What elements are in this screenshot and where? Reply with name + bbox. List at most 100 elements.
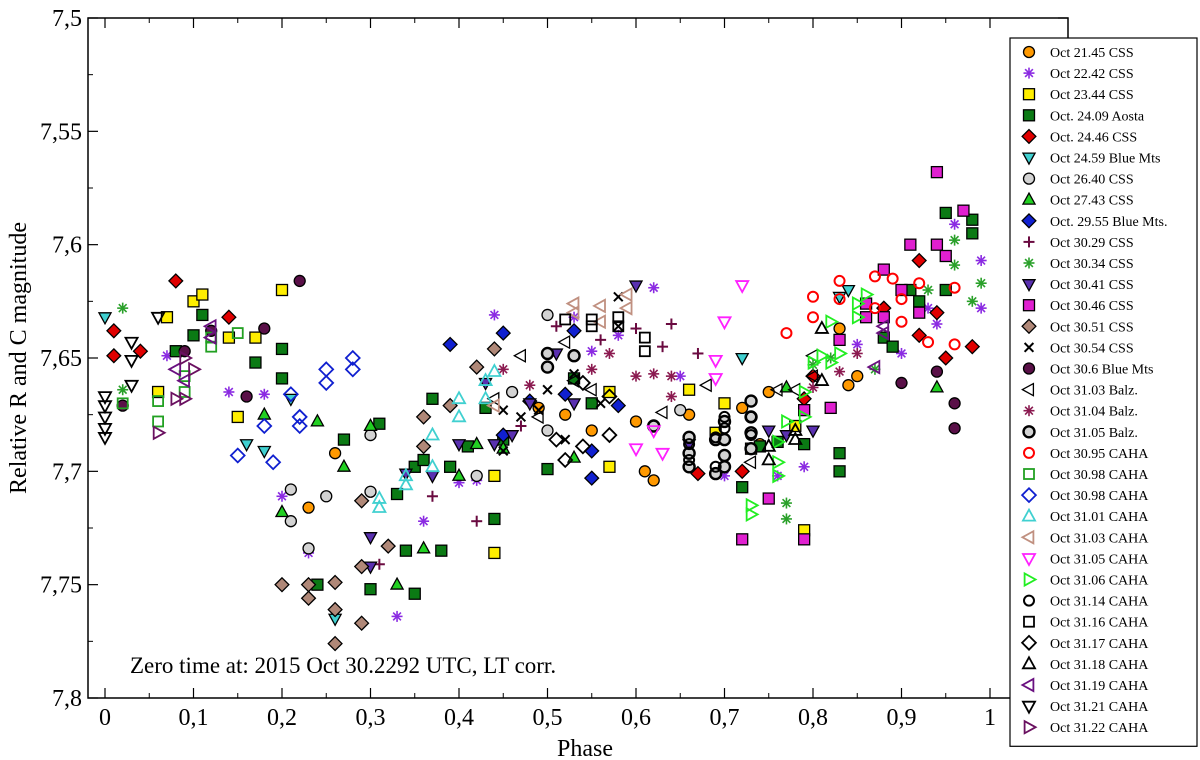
data-point — [229, 447, 246, 464]
data-point — [851, 347, 863, 359]
data-point — [487, 439, 502, 453]
data-point — [896, 347, 907, 359]
data-point — [161, 350, 173, 362]
data-point — [744, 441, 758, 456]
data-point — [249, 331, 262, 344]
data-point — [761, 437, 777, 452]
data-point — [734, 280, 750, 294]
data-point — [683, 438, 696, 451]
data-point — [451, 408, 467, 423]
data-point — [877, 263, 890, 276]
data-point — [425, 470, 440, 484]
data-point — [895, 315, 908, 328]
data-point — [787, 431, 803, 445]
data-point — [485, 398, 500, 414]
data-point — [196, 288, 209, 301]
data-point — [833, 333, 846, 347]
data-point — [231, 410, 244, 424]
data-point — [560, 434, 571, 445]
data-point — [772, 454, 787, 470]
legend-label: Oct 30.29 CSS — [1050, 236, 1134, 251]
data-point — [628, 443, 644, 458]
data-point — [152, 395, 165, 407]
asterisk-ray — [489, 310, 499, 320]
asterisk-ray — [1024, 258, 1034, 268]
data-point — [363, 418, 378, 432]
data-point — [948, 338, 961, 351]
data-point — [477, 390, 494, 405]
data-point — [97, 400, 113, 415]
data-point — [787, 422, 803, 436]
data-point — [275, 342, 289, 356]
asterisk-ray — [976, 278, 986, 288]
series-27 — [559, 311, 651, 358]
asterisk-ray — [277, 491, 287, 501]
data-point — [443, 460, 457, 473]
x-b — [568, 368, 580, 379]
data-point — [117, 302, 129, 314]
data-point — [310, 413, 325, 427]
asterisk-ray — [852, 349, 862, 358]
data-point — [736, 481, 749, 494]
data-point — [488, 512, 501, 526]
data-marks — [97, 165, 987, 652]
data-point — [948, 422, 961, 435]
asterisk-ray — [525, 380, 535, 390]
data-point — [612, 320, 625, 333]
data-point — [426, 490, 438, 502]
asterisk-ray — [118, 385, 128, 395]
data-point — [353, 615, 370, 631]
series-29 — [761, 320, 830, 466]
data-point — [949, 234, 961, 246]
data-point — [533, 405, 544, 416]
data-point — [734, 463, 750, 480]
series-9 — [373, 318, 704, 570]
data-point — [868, 270, 881, 283]
legend-label: Oct 31.06 CAHA — [1050, 574, 1149, 589]
data-point — [240, 390, 253, 403]
zero-time-annotation: Zero time at: 2015 Oct 30.2292 UTC, LT c… — [130, 653, 556, 678]
data-point — [647, 474, 660, 487]
data-point — [922, 284, 934, 296]
legend-marker — [1022, 45, 1036, 59]
data-point — [302, 501, 315, 514]
data-point — [585, 313, 598, 326]
data-point — [106, 347, 122, 364]
series-3 — [169, 206, 979, 600]
data-point — [498, 405, 509, 416]
series-23 — [485, 286, 633, 414]
data-point — [780, 513, 792, 525]
data-point — [566, 398, 582, 412]
legend-label: Oct 31.19 CAHA — [1050, 679, 1149, 694]
data-point — [922, 336, 935, 349]
asterisk-ray — [419, 516, 429, 526]
data-point — [816, 348, 831, 364]
data-point — [648, 368, 660, 380]
data-point — [202, 330, 217, 346]
legend-label: Oct 31.17 CAHA — [1050, 637, 1149, 652]
data-point — [583, 382, 597, 397]
data-point — [966, 227, 979, 240]
asterisk-ray — [923, 303, 933, 313]
legend-label: Oct 31.03 Balz. — [1050, 384, 1138, 399]
data-point — [629, 415, 643, 428]
data-point — [435, 544, 448, 557]
legend-marker — [1022, 172, 1036, 185]
data-point — [557, 334, 571, 350]
data-point — [300, 590, 317, 607]
series-21 — [229, 349, 361, 471]
legend-marker — [1023, 594, 1035, 607]
x-b — [533, 405, 544, 416]
data-point — [913, 306, 926, 319]
data-point — [442, 336, 458, 353]
legend-label: Oct 30.95 CAHA — [1050, 447, 1149, 462]
data-point — [557, 386, 573, 403]
data-point — [735, 352, 750, 366]
legend-marker — [1021, 191, 1037, 205]
legend-label: Oct. 29.55 Blue Mts. — [1050, 215, 1167, 230]
data-point — [117, 384, 129, 396]
data-point — [202, 318, 217, 334]
data-point — [895, 293, 908, 306]
data-point — [949, 218, 961, 230]
data-point — [328, 447, 342, 460]
